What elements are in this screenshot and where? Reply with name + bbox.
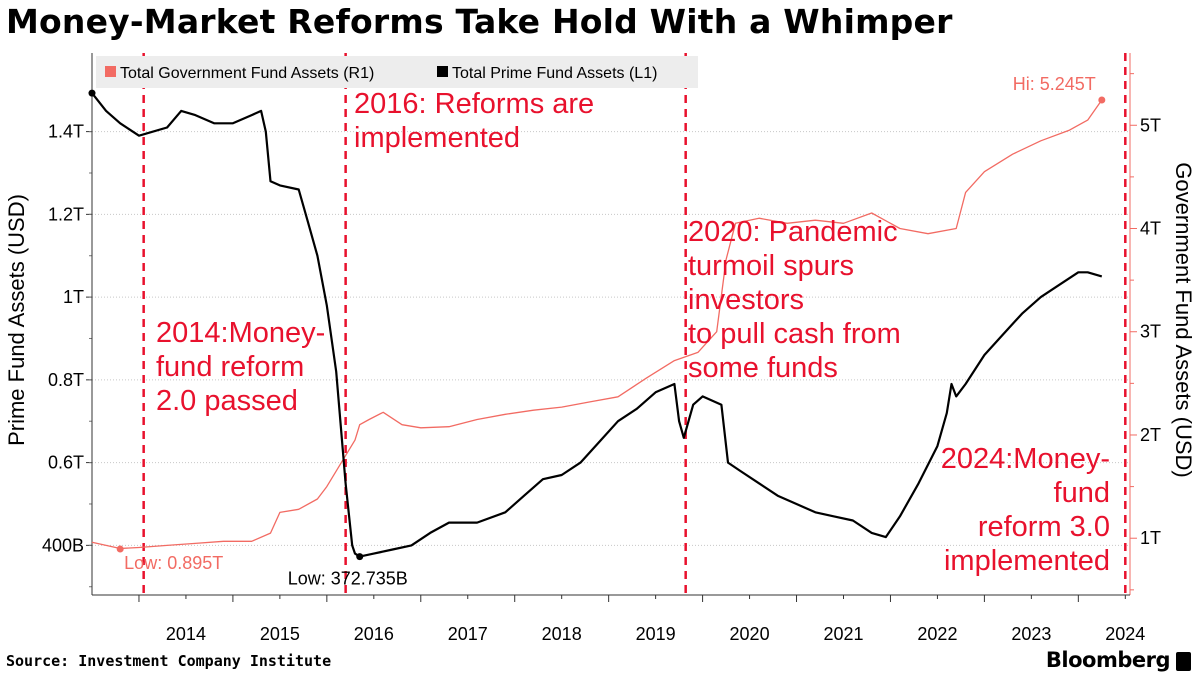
right-axis-title: Government Fund Assets (USD) [1171,162,1196,477]
x-tick-label: 2019 [636,624,676,644]
event-annotation-line: fund reform [156,351,304,383]
right-tick-label: 3T [1140,322,1161,342]
x-tick-label: 2018 [542,624,582,644]
legend-label-government: Total Government Fund Assets (R1) [120,65,374,82]
event-annotation: 2020: Pandemic turmoil spurs investors to p… [688,216,901,384]
right-tick-label: 2T [1140,425,1161,445]
x-tick-label: 2022 [917,624,957,644]
left-tick-label: 0.6T [48,453,84,473]
x-tick-label: 2020 [730,624,770,644]
gridlines [92,131,1130,546]
series-lines [91,92,1103,558]
event-annotation: 2016: Reforms are implemented [354,88,594,154]
extreme-marker [356,553,364,561]
extreme-marker [88,89,96,97]
bloomberg-logo: Bloomberg [1045,648,1171,672]
legend: Total Government Fund Assets (R1) Total P… [96,56,698,88]
event-annotation-line: 2020: Pandemic [688,216,898,248]
axes: 400B 0.6T 0.8T 1T 1.2T 1.4T 1T 2T 3T 4T 5T 2014 2015… [4,53,1196,644]
event-annotation-line: investors [688,284,804,316]
event-annotation-line: to pull cash from [688,318,901,350]
left-tick-label: 1.4T [48,122,84,142]
left-tick-label: 400B [42,535,84,555]
right-tick-label: 1T [1140,528,1161,548]
legend-swatch-prime [437,66,448,77]
legend-swatch-government [105,66,116,77]
chart-title: Money-Market Reforms Take Hold With a Wh… [6,2,953,41]
event-annotation-line: implemented [354,122,520,154]
legend-background [96,56,698,88]
x-tick-label: 2024 [1105,624,1145,644]
extreme-marker [1098,96,1106,104]
extreme-label: Low: 0.895T [124,553,223,573]
event-annotation-line: 2024:Money- [941,443,1110,475]
event-annotation: 2024:Money-fund reform 3.0 implemented [941,443,1110,577]
legend-label-prime: Total Prime Fund Assets (L1) [452,65,657,82]
right-tick-label: 4T [1140,219,1161,239]
x-tick-label: 2015 [260,624,300,644]
event-annotation-line: reform 3.0 [978,511,1110,543]
left-axis-title: Prime Fund Assets (USD) [4,194,29,446]
extreme-label: Hi: 5.245T [1013,74,1096,94]
event-annotation-line: implemented [944,545,1110,577]
event-annotation-line: turmoil spurs [688,250,854,282]
x-tick-label: 2021 [823,624,863,644]
left-tick-label: 1T [63,287,84,307]
x-tick-label: 2014 [166,624,206,644]
event-annotation-line: 2016: Reforms are [354,88,594,120]
event-annotation-line: fund [1054,477,1110,509]
x-tick-label: 2017 [448,624,488,644]
event-lines [142,53,1127,595]
chart-area: 400B 0.6T 0.8T 1T 1.2T 1.4T 1T 2T 3T 4T 5T 2014 2015… [4,53,1196,644]
extreme-label: Low: 372.735B [288,569,408,589]
bloomberg-logo-icon [1176,652,1191,671]
event-annotation: 2014:Money-fund reform 2.0 passed [156,317,325,417]
x-tick-label: 2016 [354,624,394,644]
left-tick-label: 1.2T [48,204,84,224]
government-fund-line [91,99,1103,550]
event-annotation-line: 2014:Money- [156,317,325,349]
left-tick-label: 0.8T [48,370,84,390]
event-annotation-line: some funds [688,352,838,384]
extreme-marker [116,545,124,553]
source-note: Source: Investment Company Institute [6,652,332,670]
right-tick-label: 5T [1140,115,1161,135]
x-tick-label: 2023 [1011,624,1051,644]
event-annotation-line: 2.0 passed [156,385,298,417]
prime-fund-line [91,92,1103,558]
